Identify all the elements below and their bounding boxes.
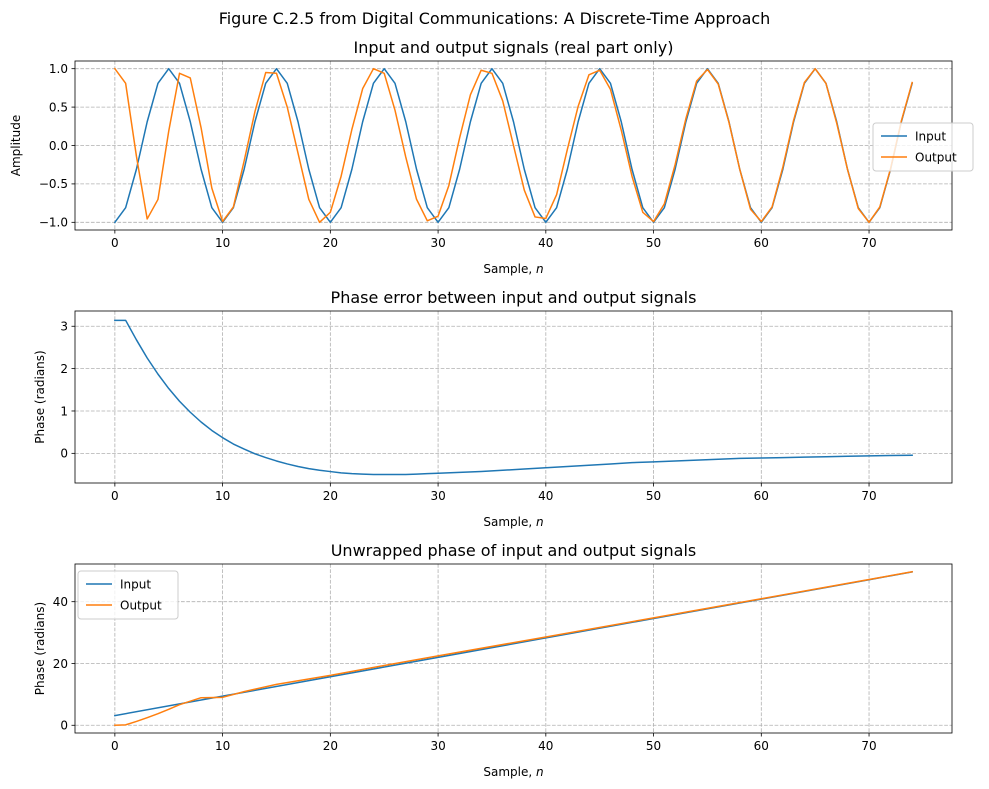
axes-frame xyxy=(74,563,953,734)
x-tick-label: 50 xyxy=(646,236,661,250)
axes-frame xyxy=(74,310,953,484)
y-tick-label: 40 xyxy=(53,595,68,609)
legend-label: Output xyxy=(120,598,162,612)
series-line-phase-error xyxy=(114,319,913,476)
y-tick-label: −1.0 xyxy=(39,216,68,230)
y-tick-label: 0.0 xyxy=(49,139,68,153)
x-tick-label: 70 xyxy=(861,739,876,753)
legend: Input Output xyxy=(872,122,974,172)
x-tick-label: 30 xyxy=(430,236,445,250)
x-tick-label: 60 xyxy=(754,739,769,753)
legend-label: Input xyxy=(915,129,946,143)
y-tick-label: 1 xyxy=(60,404,68,418)
legend-label: Output xyxy=(915,150,957,164)
x-tick-label: 10 xyxy=(215,236,230,250)
x-tick-label: 40 xyxy=(538,739,553,753)
x-tick-label: 30 xyxy=(430,739,445,753)
x-tick-label: 20 xyxy=(323,489,338,503)
x-tick-label: 10 xyxy=(215,739,230,753)
y-tick-label: −0.5 xyxy=(39,177,68,191)
legend-box xyxy=(77,570,179,620)
y-axis-label: Phase (radians) xyxy=(33,602,47,695)
x-tick-label: 40 xyxy=(538,236,553,250)
subplot-1: 0 10 20 30 40 50 60 70 −1.0 −0.5 0.0 0.5 1.0 Input an… xyxy=(9,38,974,276)
y-tick-label: 0.5 xyxy=(49,100,68,114)
y-tick-label: 0 xyxy=(60,447,68,461)
x-tick-label: 60 xyxy=(754,236,769,250)
y-axis-label: Amplitude xyxy=(9,115,23,177)
y-tick-label: 2 xyxy=(60,362,68,376)
x-tick-label: 40 xyxy=(538,489,553,503)
x-tick-label: 70 xyxy=(861,236,876,250)
figure-suptitle: Figure C.2.5 from Digital Communications… xyxy=(219,9,771,28)
legend-box xyxy=(872,122,974,172)
x-tick-label: 10 xyxy=(215,489,230,503)
x-tick-label: 20 xyxy=(323,236,338,250)
x-tick-label: 0 xyxy=(111,739,119,753)
x-tick-label: 50 xyxy=(646,739,661,753)
x-axis-label: Sample, n xyxy=(483,262,543,276)
subplot-title: Input and output signals (real part only… xyxy=(354,38,674,57)
x-axis-label: Sample, n xyxy=(483,515,543,529)
x-tick-label: 30 xyxy=(430,489,445,503)
subplot-3: 0 10 20 30 40 50 60 70 0 20 40 Unwrapped phase of i… xyxy=(33,541,953,779)
x-tick-label: 70 xyxy=(861,489,876,503)
series-line-output xyxy=(113,67,914,224)
legend-label: Input xyxy=(120,577,151,591)
x-tick-label: 60 xyxy=(754,489,769,503)
x-axis-label: Sample, n xyxy=(483,765,543,779)
subplot-title: Unwrapped phase of input and output sign… xyxy=(331,541,697,560)
legend: Input Output xyxy=(77,570,179,620)
y-tick-label: 3 xyxy=(60,320,68,334)
subplot-title: Phase error between input and output sig… xyxy=(331,288,697,307)
series-line-output xyxy=(114,570,914,727)
x-tick-label: 20 xyxy=(323,739,338,753)
x-tick-label: 0 xyxy=(111,236,119,250)
y-tick-label: 1.0 xyxy=(49,62,68,76)
x-tick-label: 50 xyxy=(646,489,661,503)
subplot-2: 0 10 20 30 40 50 60 70 0 1 2 3 Phase error between i… xyxy=(33,288,953,529)
x-tick-label: 0 xyxy=(111,489,119,503)
y-tick-label: 20 xyxy=(53,657,68,671)
y-tick-label: 0 xyxy=(60,719,68,733)
y-axis-label: Phase (radians) xyxy=(33,350,47,443)
